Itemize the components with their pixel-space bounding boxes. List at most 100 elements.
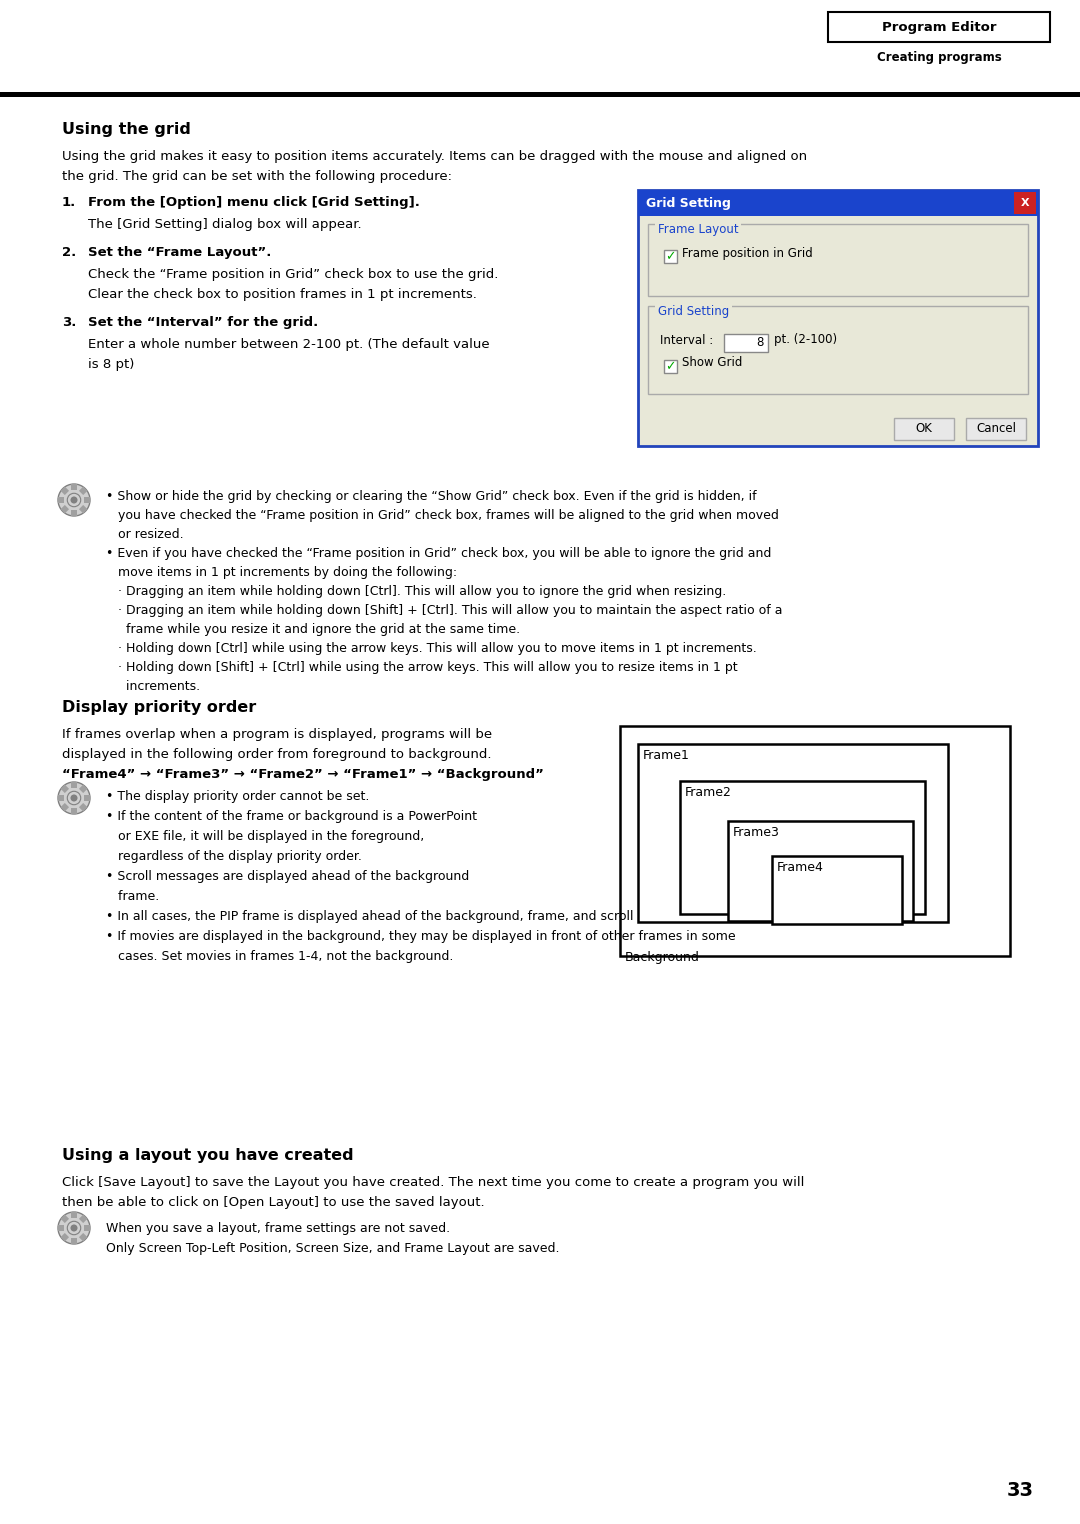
Bar <box>966 418 1026 440</box>
Bar <box>71 511 77 517</box>
Circle shape <box>58 782 90 814</box>
Text: · Dragging an item while holding down [Ctrl]. This will allow you to ignore the : · Dragging an item while holding down [C… <box>106 585 726 597</box>
Text: Frame position in Grid: Frame position in Grid <box>681 247 813 259</box>
Bar <box>894 418 954 440</box>
Circle shape <box>70 1224 78 1231</box>
Text: Grid Setting: Grid Setting <box>646 197 731 209</box>
Text: Set the “Frame Layout”.: Set the “Frame Layout”. <box>87 245 271 259</box>
Text: Using the grid makes it easy to position items accurately. Items can be dragged : Using the grid makes it easy to position… <box>62 149 807 163</box>
Bar <box>620 725 1010 956</box>
Text: Click [Save Layout] to save the Layout you have created. The next time you come : Click [Save Layout] to save the Layout y… <box>62 1177 805 1189</box>
Text: Using the grid: Using the grid <box>62 122 191 137</box>
Text: • If movies are displayed in the background, they may be displayed in front of o: • If movies are displayed in the backgro… <box>106 930 735 943</box>
Text: displayed in the following order from foreground to background.: displayed in the following order from fo… <box>62 748 491 760</box>
Bar <box>84 1225 90 1231</box>
Text: Interval :: Interval : <box>660 334 713 346</box>
Text: X: X <box>1021 198 1029 207</box>
Text: regardless of the display priority order.: regardless of the display priority order… <box>106 850 362 863</box>
Text: Set the “Interval” for the grid.: Set the “Interval” for the grid. <box>87 315 319 329</box>
Bar <box>79 504 87 514</box>
Text: When you save a layout, frame settings are not saved.: When you save a layout, frame settings a… <box>106 1222 450 1234</box>
Bar <box>84 497 90 503</box>
Text: • Scroll messages are displayed ahead of the background: • Scroll messages are displayed ahead of… <box>106 870 469 882</box>
Bar <box>71 1212 77 1218</box>
Text: From the [Option] menu click [Grid Setting].: From the [Option] menu click [Grid Setti… <box>87 197 420 209</box>
Text: Frame Layout: Frame Layout <box>658 223 739 236</box>
Text: ✓: ✓ <box>665 250 676 264</box>
Text: · Holding down [Shift] + [Ctrl] while using the arrow keys. This will allow you : · Holding down [Shift] + [Ctrl] while us… <box>106 661 738 674</box>
Text: 3.: 3. <box>62 315 77 329</box>
Bar <box>60 1215 69 1224</box>
Bar <box>638 190 1038 447</box>
Bar <box>0 91 1080 98</box>
Circle shape <box>58 485 90 517</box>
Text: the grid. The grid can be set with the following procedure:: the grid. The grid can be set with the f… <box>62 171 453 183</box>
Text: OK: OK <box>916 422 932 436</box>
Text: or resized.: or resized. <box>106 527 184 541</box>
Text: or EXE file, it will be displayed in the foreground,: or EXE file, it will be displayed in the… <box>106 831 424 843</box>
Circle shape <box>67 1221 81 1234</box>
Text: Check the “Frame position in Grid” check box to use the grid.: Check the “Frame position in Grid” check… <box>87 268 498 280</box>
Circle shape <box>70 794 78 802</box>
Circle shape <box>67 791 81 805</box>
Bar <box>648 224 1028 296</box>
Bar <box>60 785 69 792</box>
Circle shape <box>70 497 78 503</box>
Text: 2.: 2. <box>62 245 77 259</box>
Text: Only Screen Top-Left Position, Screen Size, and Frame Layout are saved.: Only Screen Top-Left Position, Screen Si… <box>106 1242 559 1254</box>
Text: Using a layout you have created: Using a layout you have created <box>62 1148 353 1163</box>
Text: Background: Background <box>625 951 700 965</box>
Bar <box>772 856 902 924</box>
Bar <box>638 190 1038 216</box>
Bar <box>79 1215 87 1224</box>
Text: Frame3: Frame3 <box>733 826 780 840</box>
Bar <box>79 486 87 495</box>
Circle shape <box>58 1212 90 1244</box>
Text: The [Grid Setting] dialog box will appear.: The [Grid Setting] dialog box will appea… <box>87 218 362 232</box>
Text: Frame4: Frame4 <box>777 861 824 873</box>
Bar <box>60 504 69 514</box>
Bar <box>79 803 87 811</box>
Text: 8: 8 <box>757 337 764 349</box>
Bar <box>60 803 69 811</box>
Text: frame while you resize it and ignore the grid at the same time.: frame while you resize it and ignore the… <box>106 623 521 636</box>
Bar <box>1014 192 1036 213</box>
Text: · Holding down [Ctrl] while using the arrow keys. This will allow you to move it: · Holding down [Ctrl] while using the ar… <box>106 642 757 655</box>
Bar <box>79 1233 87 1242</box>
Text: • Even if you have checked the “Frame position in Grid” check box, you will be a: • Even if you have checked the “Frame po… <box>106 547 771 559</box>
Bar <box>71 485 77 491</box>
Bar <box>71 808 77 814</box>
Bar <box>664 360 677 373</box>
Text: Clear the check box to position frames in 1 pt increments.: Clear the check box to position frames i… <box>87 288 477 302</box>
Bar <box>638 744 948 922</box>
Text: Enter a whole number between 2-100 pt. (The default value: Enter a whole number between 2-100 pt. (… <box>87 338 489 351</box>
Text: Show Grid: Show Grid <box>681 357 742 369</box>
Text: If frames overlap when a program is displayed, programs will be: If frames overlap when a program is disp… <box>62 728 492 741</box>
Bar <box>60 1233 69 1242</box>
Text: Display priority order: Display priority order <box>62 700 256 715</box>
Text: frame.: frame. <box>106 890 159 904</box>
Bar <box>58 796 64 802</box>
Text: • Show or hide the grid by checking or clearing the “Show Grid” check box. Even : • Show or hide the grid by checking or c… <box>106 491 757 503</box>
Bar <box>664 250 677 264</box>
Text: “Frame4” → “Frame3” → “Frame2” → “Frame1” → “Background”: “Frame4” → “Frame3” → “Frame2” → “Frame1… <box>62 768 544 780</box>
Bar <box>71 1237 77 1244</box>
Text: 33: 33 <box>1007 1480 1034 1500</box>
Text: Creating programs: Creating programs <box>877 52 1001 64</box>
Text: is 8 pt): is 8 pt) <box>87 358 134 370</box>
Bar <box>724 334 768 352</box>
Text: Program Editor: Program Editor <box>881 20 996 34</box>
Text: pt. (2-100): pt. (2-100) <box>774 334 837 346</box>
Text: Grid Setting: Grid Setting <box>658 305 729 317</box>
Bar <box>828 12 1050 43</box>
Bar <box>79 785 87 792</box>
Text: • The display priority order cannot be set.: • The display priority order cannot be s… <box>106 789 369 803</box>
Text: • If the content of the frame or background is a PowerPoint: • If the content of the frame or backgro… <box>106 809 477 823</box>
Text: ✓: ✓ <box>665 360 676 373</box>
Bar <box>84 796 90 802</box>
Text: move items in 1 pt increments by doing the following:: move items in 1 pt increments by doing t… <box>106 565 457 579</box>
Text: • In all cases, the PIP frame is displayed ahead of the background, frame, and s: • In all cases, the PIP frame is display… <box>106 910 704 924</box>
Bar <box>60 486 69 495</box>
Text: Frame2: Frame2 <box>685 786 732 799</box>
Text: then be able to click on [Open Layout] to use the saved layout.: then be able to click on [Open Layout] t… <box>62 1196 485 1209</box>
